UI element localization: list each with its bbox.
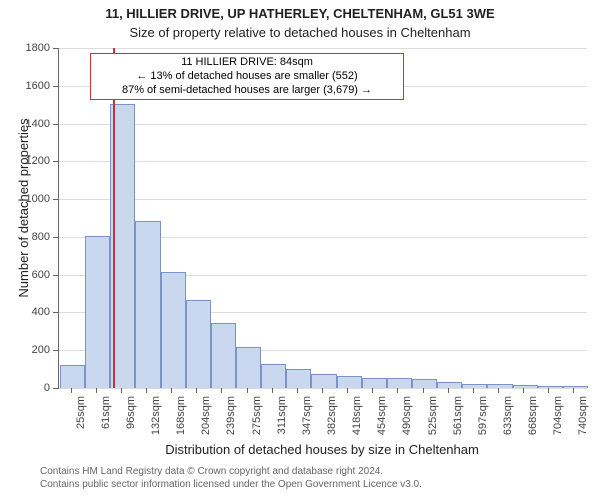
bar [387,378,412,388]
x-tick [548,388,549,393]
x-tick-label: 418sqm [351,396,363,446]
bar [412,379,437,388]
bar [60,365,85,388]
y-tick [53,275,58,276]
gridline [59,199,587,200]
footer-line: Contains public sector information licen… [40,479,422,492]
y-tick [53,237,58,238]
footer-line: Contains HM Land Registry data © Crown c… [40,466,422,479]
x-tick-label: 490sqm [401,396,413,446]
y-tick [53,48,58,49]
y-tick [53,350,58,351]
x-tick-label: 168sqm [175,396,187,446]
x-tick [448,388,449,393]
y-axis-title: Number of detached properties [16,98,31,318]
x-tick [221,388,222,393]
y-tick-label: 400 [0,306,50,318]
gridline [59,161,587,162]
annotation-line: 11 HILLIER DRIVE: 84sqm [97,56,397,70]
x-tick [322,388,323,393]
x-tick [297,388,298,393]
annotation-line: ← 13% of detached houses are smaller (55… [97,70,397,84]
x-tick-label: 382sqm [326,396,338,446]
y-tick [53,199,58,200]
y-tick-label: 800 [0,231,50,243]
bar [85,236,110,388]
bar [437,382,462,388]
bar [261,364,286,388]
chart-subtitle: Size of property relative to detached ho… [0,25,600,40]
x-tick [146,388,147,393]
bar [135,221,160,388]
bar [211,323,236,388]
gridline [59,388,587,389]
page-root: 11, HILLIER DRIVE, UP HATHERLEY, CHELTEN… [0,0,600,500]
gridline [59,124,587,125]
x-tick-label: 25sqm [75,396,87,446]
x-tick-label: 454sqm [376,396,388,446]
bar [311,374,336,388]
x-tick-label: 132sqm [150,396,162,446]
x-tick [171,388,172,393]
y-tick-label: 1200 [0,155,50,167]
x-tick [423,388,424,393]
x-tick [372,388,373,393]
x-tick-label: 561sqm [452,396,464,446]
x-tick-label: 704sqm [552,396,564,446]
x-tick [71,388,72,393]
x-tick [498,388,499,393]
x-tick-label: 239sqm [225,396,237,446]
x-tick [272,388,273,393]
bar [462,384,487,388]
x-tick [523,388,524,393]
gridline [59,48,587,49]
x-tick [96,388,97,393]
bar [337,376,362,388]
x-tick-label: 597sqm [477,396,489,446]
bar [538,386,563,388]
x-tick [121,388,122,393]
x-tick-label: 96sqm [125,396,137,446]
y-tick-label: 1000 [0,193,50,205]
x-tick-label: 525sqm [427,396,439,446]
x-tick [196,388,197,393]
chart-title: 11, HILLIER DRIVE, UP HATHERLEY, CHELTEN… [0,6,600,21]
annotation-line: 87% of semi-detached houses are larger (… [97,84,397,98]
x-tick [473,388,474,393]
y-tick [53,86,58,87]
x-tick [573,388,574,393]
y-tick [53,312,58,313]
bar [563,386,588,388]
x-tick-label: 204sqm [200,396,212,446]
y-tick-label: 200 [0,344,50,356]
x-tick [397,388,398,393]
footer-text: Contains HM Land Registry data © Crown c… [40,466,422,491]
bar [286,369,311,388]
y-tick-label: 1600 [0,80,50,92]
y-tick-label: 1800 [0,42,50,54]
x-tick-label: 275sqm [251,396,263,446]
y-tick-label: 0 [0,382,50,394]
x-tick-label: 668sqm [527,396,539,446]
bar [161,272,186,388]
x-tick [247,388,248,393]
bar [513,385,538,388]
bar [487,384,512,388]
bar [236,347,261,388]
bar [362,378,387,388]
y-tick [53,388,58,389]
y-tick [53,124,58,125]
bar [186,300,211,388]
y-tick [53,161,58,162]
x-tick-label: 347sqm [301,396,313,446]
annotation-box: 11 HILLIER DRIVE: 84sqm← 13% of detached… [90,53,404,100]
y-tick-label: 600 [0,269,50,281]
y-tick-label: 1400 [0,118,50,130]
x-tick-label: 61sqm [100,396,112,446]
x-tick-label: 633sqm [502,396,514,446]
x-tick-label: 311sqm [276,396,288,446]
x-tick-label: 740sqm [577,396,589,446]
x-tick [347,388,348,393]
